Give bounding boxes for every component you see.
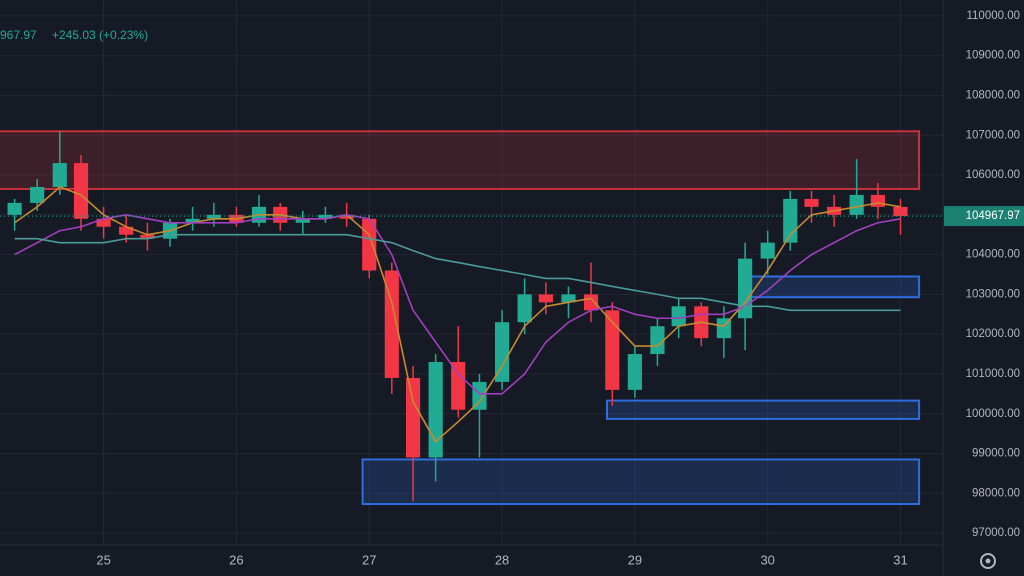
candle-body [738, 258, 753, 319]
candle-body [140, 234, 155, 239]
candle-body [671, 306, 686, 327]
candle-body [318, 214, 333, 219]
candle-body [96, 218, 111, 227]
candle-body [760, 242, 775, 259]
y-tick-label: 108000.00 [966, 90, 1020, 102]
settings-gear-center[interactable] [985, 558, 991, 564]
candle-body [650, 326, 665, 355]
x-tick-label: 25 [96, 552, 110, 567]
candle-body [804, 198, 819, 207]
candle-body [583, 294, 599, 311]
candle-body [428, 362, 443, 458]
header-change: +245.03 (+0.23%) [52, 28, 148, 42]
moving-average-line [14, 233, 901, 312]
y-tick-label: 102000.00 [966, 328, 1020, 340]
last-price-label: 104967.97 [966, 210, 1020, 222]
header-price: 967.97 [0, 28, 37, 42]
x-tick-label: 27 [362, 552, 376, 567]
x-tick-label: 26 [229, 552, 243, 567]
candle-body [52, 163, 67, 187]
candle-body [119, 226, 134, 235]
settings-icon[interactable] [980, 553, 996, 569]
y-tick-label: 97000.00 [972, 527, 1020, 539]
y-tick-label: 98000.00 [972, 487, 1020, 499]
candle-body [849, 194, 864, 215]
candle-body [295, 218, 310, 223]
candle-body [384, 270, 399, 378]
candle-body [517, 294, 532, 323]
candle-body [561, 294, 576, 303]
candle-body [893, 206, 908, 217]
y-tick-label: 101000.00 [966, 368, 1020, 380]
plot-area [0, 130, 943, 506]
candle-body [206, 214, 221, 219]
candle-body [472, 381, 487, 410]
zone [742, 275, 921, 299]
candle-body [339, 214, 354, 219]
x-tick-label: 30 [760, 552, 774, 567]
zone [605, 399, 921, 420]
candle-body [605, 310, 620, 390]
candle-body [185, 218, 200, 223]
candle-body [73, 163, 89, 219]
moving-average-line [14, 214, 901, 395]
last-price-box [944, 206, 1024, 227]
y-tick-label: 107000.00 [966, 129, 1020, 141]
y-tick-label: 99000.00 [972, 448, 1020, 460]
zone [361, 458, 921, 506]
candle-body [405, 377, 421, 458]
candle-body [7, 202, 22, 215]
y-tick-label: 109000.00 [966, 50, 1020, 62]
candle-body [538, 294, 553, 303]
y-tick-label: 106000.00 [966, 169, 1020, 181]
axes: 97000.00 98000.00 99000.00 100000.00 101000.… [96, 10, 1024, 567]
y-tick-label: 100000.00 [966, 408, 1020, 420]
x-tick-label: 29 [628, 552, 642, 567]
moving-average-line [14, 186, 901, 443]
candle-body [451, 362, 466, 410]
grid [0, 0, 943, 545]
x-tick-label: 31 [893, 552, 907, 567]
settings-gear[interactable] [980, 553, 996, 569]
x-tick-label: 28 [495, 552, 509, 567]
candle-body [627, 354, 642, 390]
zone [0, 130, 921, 190]
y-tick-label: 103000.00 [966, 288, 1020, 300]
y-tick-label: 110000.00 [966, 10, 1020, 22]
candle-body [870, 194, 886, 207]
candle-body [30, 186, 45, 203]
y-tick-label: 104000.00 [966, 249, 1020, 261]
candle-body [494, 322, 510, 382]
